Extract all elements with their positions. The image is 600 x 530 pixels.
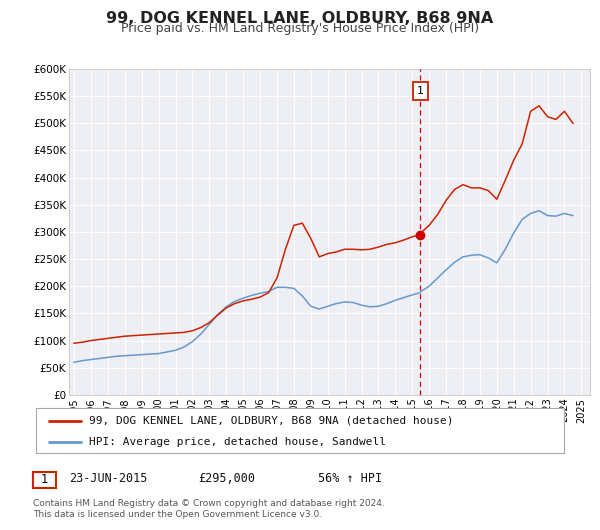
Text: 1: 1 [417, 86, 424, 95]
Text: 23-JUN-2015: 23-JUN-2015 [69, 472, 148, 484]
Text: 99, DOG KENNEL LANE, OLDBURY, B68 9NA (detached house): 99, DOG KENNEL LANE, OLDBURY, B68 9NA (d… [89, 416, 454, 426]
Text: 56% ↑ HPI: 56% ↑ HPI [318, 472, 382, 484]
Text: HPI: Average price, detached house, Sandwell: HPI: Average price, detached house, Sand… [89, 437, 386, 447]
Text: Contains HM Land Registry data © Crown copyright and database right 2024.
This d: Contains HM Land Registry data © Crown c… [33, 499, 385, 519]
Text: 1: 1 [41, 473, 48, 486]
Text: 99, DOG KENNEL LANE, OLDBURY, B68 9NA: 99, DOG KENNEL LANE, OLDBURY, B68 9NA [106, 11, 494, 25]
Text: £295,000: £295,000 [198, 472, 255, 484]
Text: Price paid vs. HM Land Registry's House Price Index (HPI): Price paid vs. HM Land Registry's House … [121, 22, 479, 36]
